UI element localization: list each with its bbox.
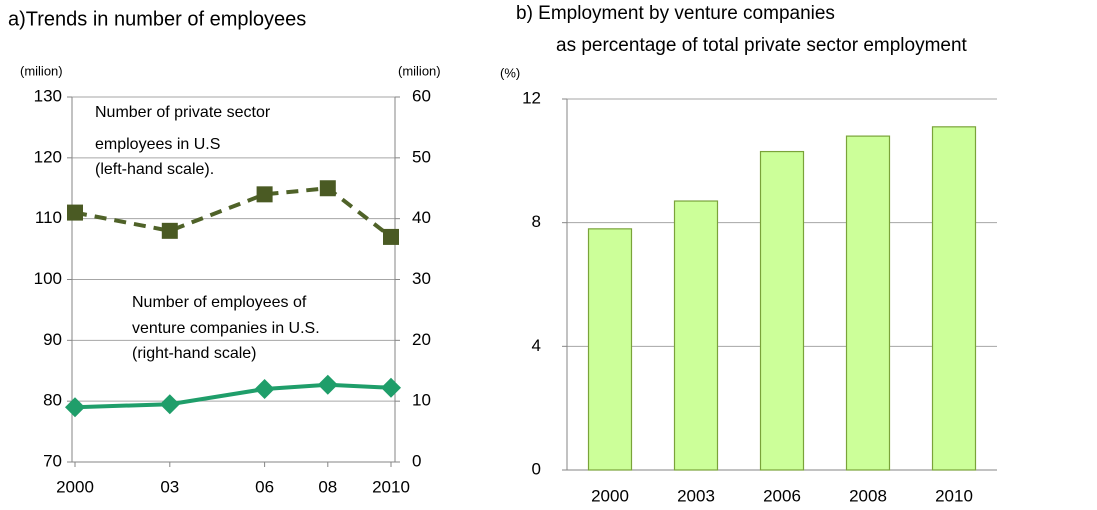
- x-tick-label: 2006: [763, 486, 801, 505]
- annotation: Number of private sector: [95, 104, 271, 121]
- series-line: [74, 382, 392, 410]
- x-tick-label: 2003: [677, 486, 715, 505]
- marker: [256, 186, 273, 203]
- annotation: (left-hand scale).: [95, 161, 214, 178]
- y2-tick-label: 50: [412, 147, 431, 166]
- marker: [159, 394, 180, 415]
- y-tick-label: 110: [35, 208, 62, 227]
- x-tick-label: 06: [255, 477, 274, 496]
- y-tick-label: 80: [43, 391, 62, 410]
- annotation: Number of employees of: [132, 294, 307, 311]
- annotation: employees in U.S: [95, 136, 220, 153]
- y2-tick-label: 60: [412, 86, 431, 105]
- annotation: (right-hand scale): [132, 345, 257, 362]
- marker: [383, 228, 399, 245]
- bar: [759, 150, 805, 471]
- y-tick-label: 4: [532, 336, 541, 355]
- marker: [317, 374, 338, 395]
- y2-tick-label: 20: [412, 330, 431, 349]
- chart-subtitle: as percentage of total private sector em…: [556, 35, 968, 56]
- y-tick-label: 100: [34, 269, 62, 288]
- x-tick-label: 2010: [935, 486, 973, 505]
- x-tick-label: 03: [160, 477, 179, 496]
- marker: [381, 377, 401, 398]
- annotation: venture companies in U.S.: [132, 320, 320, 337]
- y-tick-label: 8: [532, 212, 541, 231]
- y-tick-label: 12: [522, 88, 541, 107]
- bar: [587, 228, 633, 471]
- y-tick-label: 130: [34, 86, 62, 105]
- y-tick-label: 70: [43, 451, 62, 470]
- y-tick-label: 120: [34, 147, 62, 166]
- marker: [65, 397, 85, 418]
- y2-tick-label: 30: [412, 269, 431, 288]
- x-tick-label: 2010: [372, 477, 410, 496]
- marker: [254, 379, 275, 399]
- x-tick-label: 08: [318, 477, 337, 496]
- y-unit: (%): [500, 65, 520, 80]
- x-tick-label: 2008: [849, 486, 887, 505]
- x-tick-label: 2000: [56, 477, 94, 496]
- bar: [931, 126, 977, 471]
- y2-tick-label: 10: [412, 391, 431, 410]
- y-tick-label: 0: [532, 459, 541, 478]
- y2-tick-label: 40: [412, 208, 431, 227]
- y2-tick-label: 0: [412, 451, 421, 470]
- y-unit: (milion): [20, 63, 63, 78]
- chart-title: a)Trends in number of employees: [8, 8, 306, 30]
- chart-title: b) Employment by venture companies: [516, 3, 835, 24]
- bar: [673, 200, 719, 471]
- marker: [319, 180, 336, 197]
- marker: [67, 204, 83, 221]
- y2-unit: (milion): [398, 63, 441, 78]
- x-tick-label: 2000: [591, 486, 629, 505]
- bar: [845, 135, 891, 471]
- marker: [161, 222, 178, 239]
- y-tick-label: 90: [43, 330, 62, 349]
- series-line: [74, 186, 393, 239]
